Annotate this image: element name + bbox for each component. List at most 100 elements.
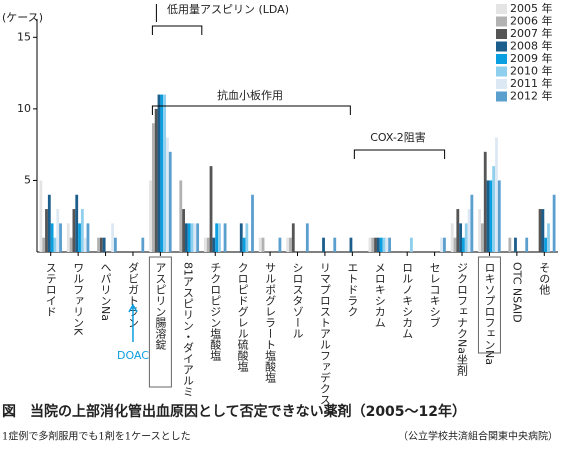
x-tick-label: ステロイド <box>44 262 57 317</box>
bar <box>75 194 79 252</box>
legend-label: 2010 年 <box>510 64 553 78</box>
x-tick-label: その他 <box>538 262 551 295</box>
bar <box>151 123 155 252</box>
bar <box>39 180 43 252</box>
bracket <box>353 149 446 159</box>
bar <box>86 223 90 252</box>
bar <box>157 94 161 252</box>
bar <box>163 94 167 252</box>
bar <box>72 209 76 252</box>
bar <box>489 180 493 252</box>
legend-label: 2008 年 <box>510 39 553 53</box>
bar <box>149 180 152 252</box>
bar <box>261 237 265 252</box>
bar <box>483 151 487 252</box>
bar <box>83 237 87 252</box>
bar <box>459 223 463 252</box>
bar <box>456 209 460 252</box>
legend-swatch <box>496 91 507 102</box>
bar <box>185 223 188 252</box>
bar <box>371 237 375 252</box>
bar <box>462 237 465 252</box>
bar <box>376 237 380 252</box>
bar <box>78 223 81 252</box>
bar <box>286 237 290 252</box>
bar <box>258 237 262 252</box>
x-tick-label: チクロピジン塩酸塩 <box>209 262 222 361</box>
bar <box>190 223 194 252</box>
bar <box>141 237 145 252</box>
annotation: 低用量アスピリン (LDA) <box>167 3 289 16</box>
bar <box>538 209 542 252</box>
bar <box>209 166 213 252</box>
bar <box>382 237 386 252</box>
y-tick-label: 10 <box>17 102 31 115</box>
bar <box>278 237 282 252</box>
legend-label: 2005 年 <box>510 1 553 15</box>
bracket <box>151 25 203 35</box>
bracket <box>151 105 351 115</box>
legend-swatch <box>496 4 507 14</box>
bar <box>242 237 246 252</box>
caption: 図 当院の上部消化管出血原因として否定できない薬剤（2005～12年） <box>2 403 466 420</box>
bar <box>42 237 46 252</box>
bar <box>478 209 482 252</box>
bar <box>99 237 103 252</box>
bar <box>464 223 468 252</box>
bar <box>374 237 377 252</box>
annotation: DOAC <box>117 349 149 362</box>
legend-swatch <box>496 16 507 27</box>
legend-swatch <box>496 29 507 39</box>
x-tick-label: ロルノキシカム <box>401 262 414 339</box>
bar <box>450 223 454 252</box>
legend-swatch <box>496 41 507 52</box>
bar <box>215 223 219 252</box>
bar <box>547 223 550 252</box>
bar <box>544 237 548 252</box>
bar <box>322 237 325 252</box>
highlight-box <box>477 256 501 354</box>
bar <box>56 209 60 252</box>
bar <box>212 237 216 252</box>
legend-swatch <box>496 79 507 89</box>
bar <box>289 237 292 252</box>
bar <box>97 237 100 252</box>
x-tick-label: 81アスピリン・ダイアルミ <box>181 262 194 397</box>
bar <box>69 237 73 252</box>
bar <box>160 94 164 252</box>
bar <box>111 223 114 252</box>
bar <box>45 209 48 252</box>
bar <box>47 194 51 252</box>
x-tick-label: アスピリン腸溶錠 <box>154 262 167 350</box>
bar <box>443 237 446 252</box>
bar <box>102 237 106 252</box>
bar <box>193 223 197 252</box>
bar <box>50 223 54 252</box>
bar <box>525 237 529 252</box>
bar <box>166 137 169 252</box>
bar <box>251 194 254 252</box>
bar <box>66 223 70 252</box>
legend-swatch <box>496 54 507 64</box>
bar <box>59 223 62 252</box>
bar <box>486 180 490 252</box>
bar <box>379 237 383 252</box>
legend-label: 2011 年 <box>510 76 553 90</box>
bar <box>179 180 183 252</box>
bar <box>481 223 484 252</box>
bar <box>223 223 227 252</box>
bar <box>453 237 457 252</box>
x-tick-label: ワルファリンK <box>72 262 85 336</box>
annotation: COX-2阻害 <box>370 130 426 144</box>
x-tick-label: サルポグレラート塩酸塩 <box>264 262 277 383</box>
bar <box>187 223 191 252</box>
y-tick-label: 5 <box>24 173 31 186</box>
bar <box>154 108 158 252</box>
bar <box>291 223 295 252</box>
x-tick-label: エトドラク <box>346 262 359 317</box>
bar <box>368 237 372 252</box>
bar <box>333 237 337 252</box>
x-tick-label: セレコキシブ <box>428 262 441 328</box>
bar <box>470 194 474 252</box>
bar <box>113 237 117 252</box>
